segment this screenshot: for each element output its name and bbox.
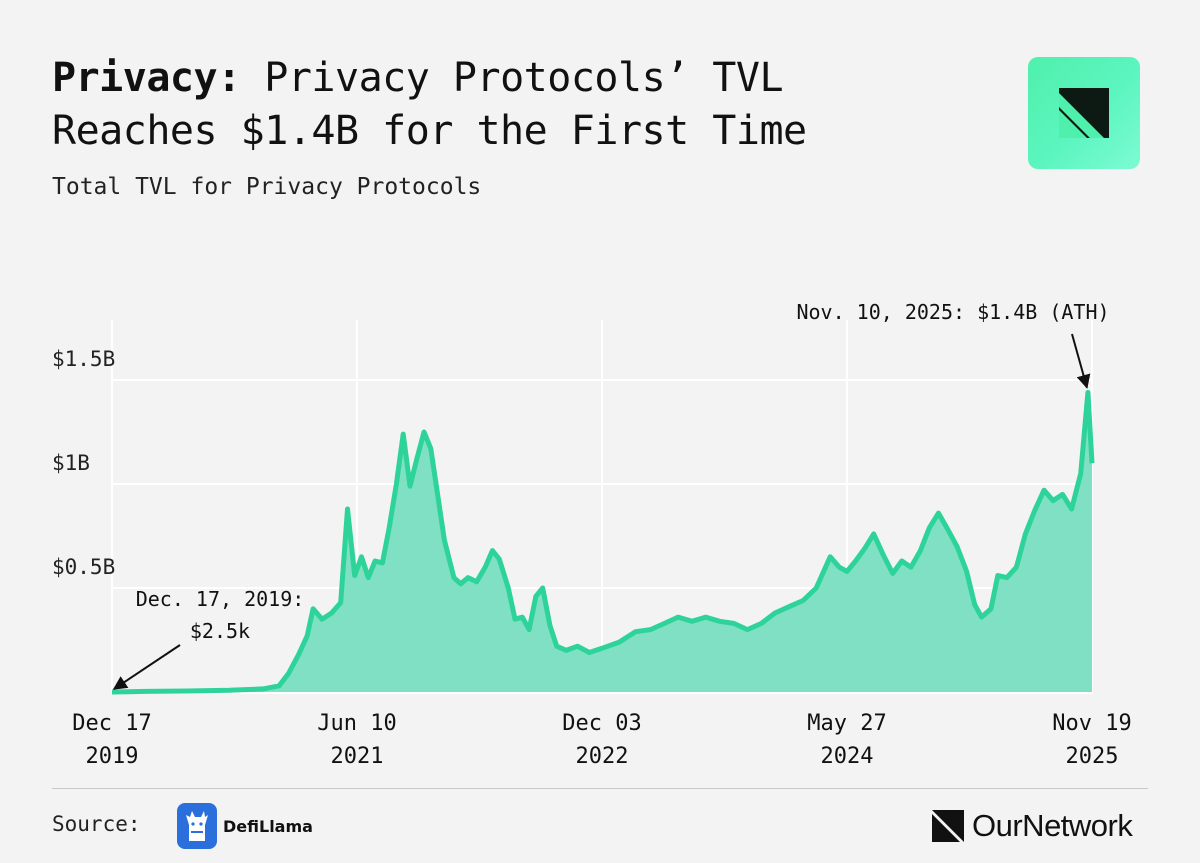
x-tick-year: 2019 xyxy=(86,744,139,769)
y-axis-ticks: $0.5B $1B $1.5B xyxy=(52,347,115,579)
y-tick-label: $0.5B xyxy=(52,555,115,579)
ournetwork-logo-icon xyxy=(1028,57,1140,169)
defillama-logo: DefiLlama xyxy=(177,803,313,849)
x-tick-year: 2022 xyxy=(576,744,629,769)
defillama-llama-icon xyxy=(177,803,217,849)
x-tick-label: Nov 19 xyxy=(1052,711,1131,736)
ournetwork-brand: OurNetwork xyxy=(930,806,1133,846)
x-tick-year: 2024 xyxy=(821,744,874,769)
x-tick-label: Dec 03 xyxy=(562,711,641,736)
start-annotation-value: $2.5k xyxy=(190,619,250,643)
title-line-2: Reaches $1.4B for the First Time xyxy=(52,108,807,154)
tvl-area-chart: $0.5B $1B $1.5B Dec 17 2019 Jun 10 2021 Dec 03… xyxy=(52,300,1132,769)
ournetwork-brand-icon xyxy=(932,810,964,842)
x-tick-label: Dec 17 xyxy=(72,711,151,736)
title-prefix: Privacy: xyxy=(52,55,241,101)
ath-annotation-arrow xyxy=(1071,333,1091,389)
footer-divider xyxy=(52,788,1148,789)
tvl-area-fill xyxy=(112,392,1092,692)
x-tick-label: May 27 xyxy=(807,711,886,736)
chart-annotations: Dec. 17, 2019: $2.5k Nov. 10, 2025: $1.4B … xyxy=(112,300,1110,690)
source-label: Source: xyxy=(52,812,141,836)
source-name: DefiLlama xyxy=(223,816,313,836)
y-tick-label: $1.5B xyxy=(52,347,115,371)
tvl-series-line xyxy=(111,390,1095,695)
start-annotation-label: Dec. 17, 2019: xyxy=(136,587,305,611)
chart-subtitle: Total TVL for Privacy Protocols xyxy=(52,174,482,200)
title-line-1: Privacy Protocols’ TVL xyxy=(264,55,784,101)
x-tick-label: Jun 10 xyxy=(317,711,396,736)
x-axis-ticks: Dec 17 2019 Jun 10 2021 Dec 03 2022 May 27 2024… xyxy=(72,711,1131,769)
ath-annotation-label: Nov. 10, 2025: $1.4B (ATH) xyxy=(796,300,1109,324)
x-tick-year: 2025 xyxy=(1066,744,1119,769)
publisher-name: OurNetwork xyxy=(972,808,1133,843)
chart-title: Privacy: Privacy Protocols’ TVL Reaches … xyxy=(52,52,807,158)
y-tick-label: $1B xyxy=(52,451,90,475)
x-tick-year: 2021 xyxy=(331,744,384,769)
start-annotation-arrow xyxy=(112,644,181,690)
